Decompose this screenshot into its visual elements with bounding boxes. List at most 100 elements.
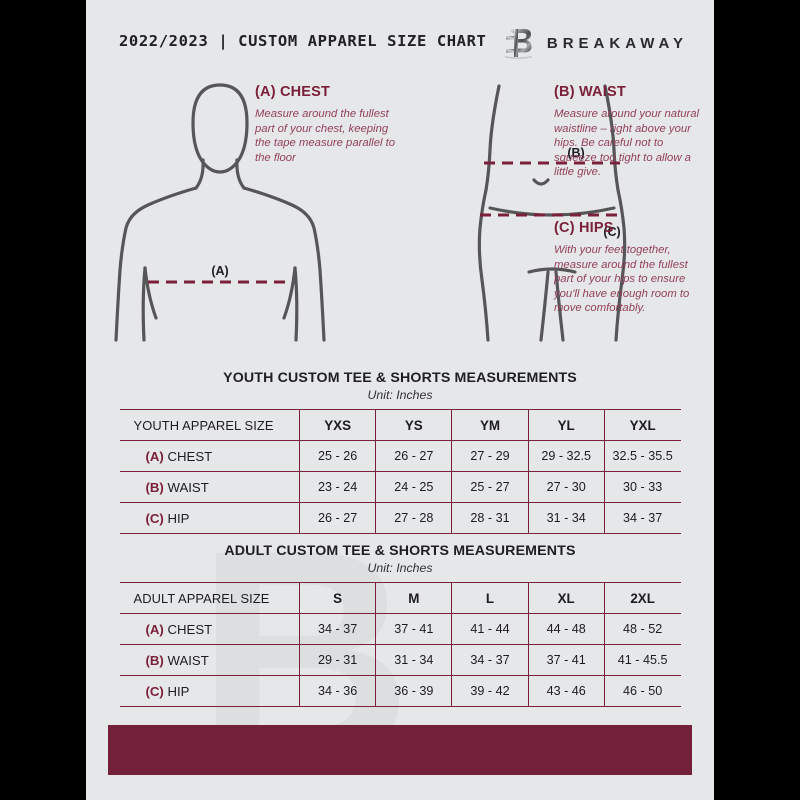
chest-marker-label: (A) [211,264,228,278]
adult-table-title: ADULT CUSTOM TEE & SHORTS MEASUREMENTS [224,543,576,559]
adult-row-0-label: (A) CHEST [119,613,300,645]
youth-row-0-label: (A) CHEST [119,440,300,472]
adult-row-1-label: (B) WAIST [119,644,300,676]
callout-chest: (A) CHEST Measure around the fullest par… [255,84,405,165]
youth-cell-0-4: 32.5 - 35.5 [603,440,681,472]
youth-size-col-4: YXL [603,409,681,441]
waist-marker-label: (B) [567,146,584,160]
table-row: (A) CHEST 25 - 26 26 - 27 27 - 29 29 - 3… [119,440,681,472]
row-name: WAIST [167,479,209,495]
callout-hips: (C) HIPS With your feet together, measur… [554,220,706,316]
figure2-left-outline [477,84,501,342]
youth-cell-2-4: 34 - 37 [603,502,681,534]
figure-shoulder-arm-left [114,186,198,342]
youth-cell-1-0: 23 - 24 [299,471,376,503]
hips-marker-label: (C) [603,225,620,239]
figure2-navel [532,178,550,186]
row-marker: (A) [145,448,164,464]
figure2-leg-inner-right [554,270,565,342]
table-row: (C) HIP 26 - 27 27 - 28 28 - 31 31 - 34 … [119,502,681,534]
figure-neck-left [194,158,205,190]
youth-size-col-2: YM [451,409,529,441]
adult-size-col-2: L [451,582,529,614]
youth-row-2-label: (C) HIP [119,502,300,534]
youth-cell-1-3: 27 - 30 [527,471,605,503]
callout-hips-heading: (C) HIPS [554,220,614,236]
row-marker: (B) [145,479,164,495]
adult-table-block: ADULT CUSTOM TEE & SHORTS MEASUREMENTS U… [86,543,714,707]
adult-cell-2-0: 34 - 36 [299,675,376,707]
row-name: HIP [167,683,190,699]
breakaway-b-logo-icon [504,29,532,59]
adult-size-col-4: 2XL [603,582,681,614]
youth-cell-2-0: 26 - 27 [299,502,376,534]
footer-accent-bar [108,725,692,775]
table-row: (A) CHEST 34 - 37 37 - 41 41 - 44 44 - 4… [119,613,681,645]
youth-cell-0-2: 27 - 29 [451,440,529,472]
adult-cell-2-2: 39 - 42 [451,675,529,707]
youth-table-title: YOUTH CUSTOM TEE & SHORTS MEASUREMENTS [223,370,577,386]
page-title: 2022/2023 | CUSTOM APPAREL SIZE CHART [119,32,487,50]
row-name: CHEST [167,448,213,464]
adult-cell-2-4: 46 - 50 [603,675,681,707]
youth-cell-2-2: 28 - 31 [451,502,529,534]
adult-table-unit: Unit: Inches [367,561,433,575]
row-name: WAIST [167,652,209,668]
callout-hips-body: With your feet together, measure around … [554,244,690,315]
youth-cell-0-3: 29 - 32.5 [527,440,605,472]
youth-cell-0-1: 26 - 27 [375,440,452,472]
adult-cell-2-3: 43 - 46 [527,675,605,707]
figure2-right-outline [603,84,627,342]
table-row: (C) HIP 34 - 36 36 - 39 39 - 42 43 - 46 … [119,675,681,707]
youth-cell-1-4: 30 - 33 [603,471,681,503]
figure2-leg-inner-left [539,270,550,342]
brand-logo: BREAKAWAY [504,26,688,60]
adult-size-label: ADULT APPAREL SIZE [119,582,300,614]
figure-torso-left [141,266,147,342]
youth-size-label: YOUTH APPAREL SIZE [119,409,300,441]
adult-cell-0-1: 37 - 41 [375,613,452,645]
page-header: 2022/2023 | CUSTOM APPAREL SIZE CHART [86,28,714,62]
row-marker: (B) [145,652,164,668]
youth-size-col-3: YL [527,409,605,441]
youth-cell-2-3: 31 - 34 [527,502,605,534]
figure2-crotch-top [527,267,577,274]
youth-cell-2-1: 27 - 28 [375,502,452,534]
adult-cell-1-3: 37 - 41 [527,644,605,676]
youth-table-unit: Unit: Inches [367,388,433,402]
row-marker: (C) [145,510,164,526]
adult-cell-2-1: 36 - 39 [375,675,452,707]
youth-size-table: YOUTH APPAREL SIZE YXS YS YM YL YXL (A) … [119,409,681,534]
adult-size-col-1: M [375,582,452,614]
row-name: HIP [167,510,190,526]
adult-size-col-3: XL [527,582,605,614]
table-row: (B) WAIST 29 - 31 31 - 34 34 - 37 37 - 4… [119,644,681,676]
youth-cell-0-0: 25 - 26 [299,440,376,472]
callout-waist: (B) WAIST Measure around your natural wa… [554,84,704,180]
youth-cell-1-2: 25 - 27 [451,471,529,503]
adult-cell-0-2: 41 - 44 [451,613,529,645]
row-marker: (C) [145,683,164,699]
callout-chest-body: Measure around the fullest part of your … [255,108,396,164]
table-header-row: ADULT APPAREL SIZE S M L XL 2XL [119,582,681,614]
figure-neck-right [235,158,246,190]
adult-cell-1-4: 41 - 45.5 [603,644,681,676]
adult-size-col-0: S [299,582,376,614]
figure-side-left [143,266,158,320]
figure-head [191,83,249,174]
table-header-row: YOUTH APPAREL SIZE YXS YS YM YL YXL [119,409,681,441]
youth-cell-1-1: 24 - 25 [375,471,452,503]
brand-name: BREAKAWAY [546,34,688,52]
adult-cell-1-0: 29 - 31 [299,644,376,676]
adult-cell-1-1: 31 - 34 [375,644,452,676]
youth-table-block: YOUTH CUSTOM TEE & SHORTS MEASUREMENTS U… [86,370,714,534]
row-marker: (A) [145,621,164,637]
callout-waist-body: Measure around your natural waistline – … [554,108,700,179]
adult-cell-0-0: 34 - 37 [299,613,376,645]
adult-cell-0-3: 44 - 48 [527,613,605,645]
figure-side-right [282,266,297,320]
body-measurement-diagrams: (A) (B) (C) [114,83,627,342]
adult-row-2-label: (C) HIP [119,675,300,707]
adult-size-table: ADULT APPAREL SIZE S M L XL 2XL (A) CHES… [119,582,681,707]
